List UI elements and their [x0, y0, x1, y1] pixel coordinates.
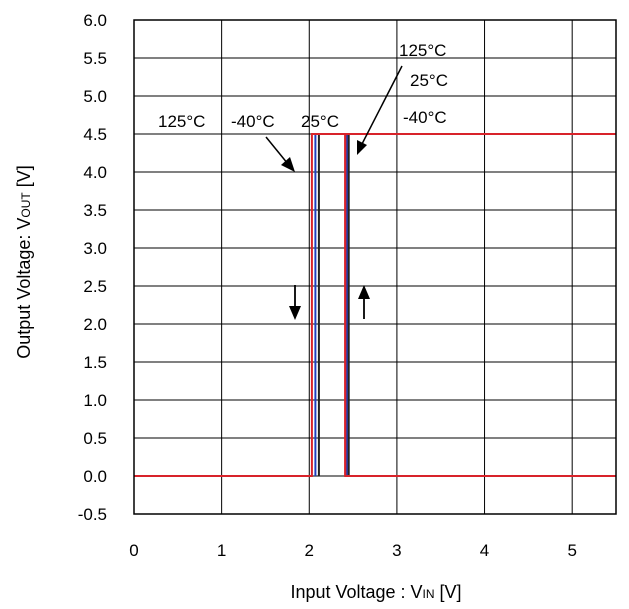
- falling-leader-arrowhead: [281, 157, 295, 172]
- annotation-rising-125c: 125°C: [399, 41, 446, 60]
- x-tick-labels: 0 1 2 3 4 5: [129, 541, 577, 560]
- y-tick-label: 2.0: [83, 315, 107, 334]
- rising-leader-arrowhead: [357, 140, 367, 155]
- y-tick-label: 5.5: [83, 49, 107, 68]
- x-axis-title: Input Voltage : VIN [V]: [290, 582, 461, 602]
- x-tick-label: 1: [217, 541, 226, 560]
- y-tick-label: 0.5: [83, 429, 107, 448]
- y-tick-label: 4.0: [83, 163, 107, 182]
- y-tick-label: 4.5: [83, 125, 107, 144]
- x-tick-label: 5: [567, 541, 576, 560]
- y-tick-labels: -0.5 0.0 0.5 1.0 1.5 2.0 2.5 3.0 3.5 4.0 4.5 5.0 5.5…: [78, 11, 107, 524]
- down-arrow-icon: [289, 306, 301, 320]
- x-tick-label: 2: [305, 541, 314, 560]
- plot-frame: [133, 19, 617, 515]
- x-tick-label: 4: [480, 541, 489, 560]
- y-tick-label: 0.0: [83, 467, 107, 486]
- y-tick-label: 1.5: [83, 353, 107, 372]
- x-tick-label: 0: [129, 541, 138, 560]
- y-tick-label: 5.0: [83, 87, 107, 106]
- rising-leader-line: [361, 65, 403, 145]
- annotation-rising-25c: 25°C: [410, 71, 448, 90]
- x-tick-label: 3: [392, 541, 401, 560]
- series-line-125c-falling: [134, 133, 616, 477]
- y-tick-label: 3.0: [83, 239, 107, 258]
- annotation-falling-25c: 25°C: [301, 112, 339, 131]
- y-tick-label: 2.5: [83, 277, 107, 296]
- y-tick-label: 3.5: [83, 201, 107, 220]
- y-axis-title: Output Voltage: VOUT [V]: [14, 165, 34, 358]
- annotation-falling-125c: 125°C: [158, 112, 205, 131]
- grid: [133, 19, 616, 515]
- up-arrow-icon: [358, 285, 370, 299]
- annotation-rising-minus40c: -40°C: [403, 108, 447, 127]
- series-lines: [134, 133, 616, 477]
- annotation-falling-minus40c: -40°C: [231, 112, 275, 131]
- falling-leader-line: [265, 136, 289, 165]
- y-tick-label: 1.0: [83, 391, 107, 410]
- y-tick-label: 6.0: [83, 11, 107, 30]
- y-tick-label: -0.5: [78, 505, 107, 524]
- series-line-125c-rising: [344, 133, 616, 476]
